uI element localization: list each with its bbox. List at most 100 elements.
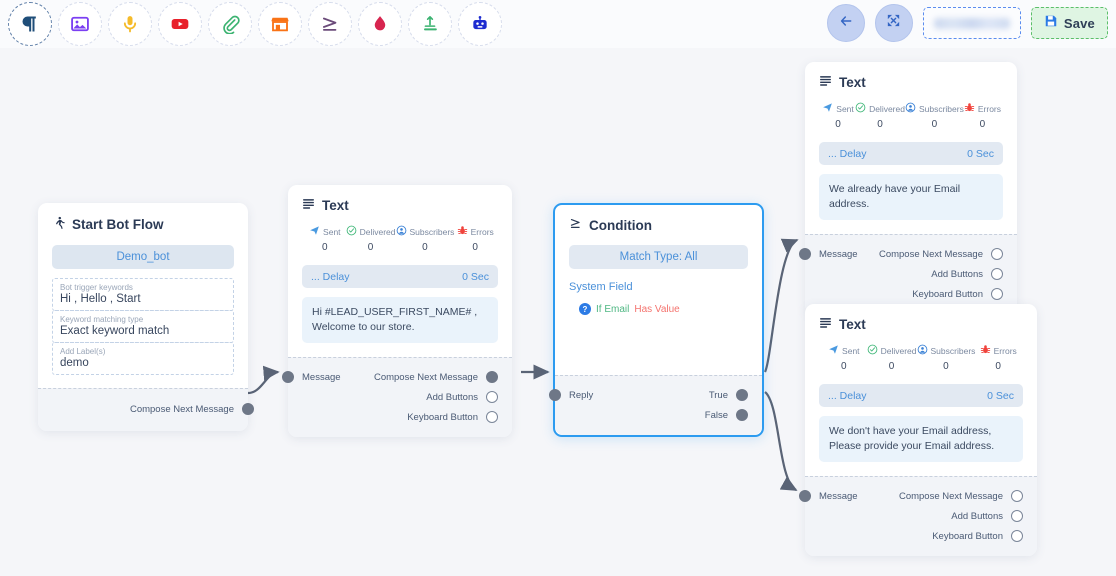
field-keyword-matching-type[interactable]: Keyword matching type Exact keyword matc… bbox=[52, 310, 234, 343]
condition-rule-row[interactable]: ? If Email Has Value bbox=[569, 303, 748, 315]
condition-node-body: Condition Match Type: All System Field ?… bbox=[555, 205, 762, 375]
check-circle-icon bbox=[867, 344, 878, 357]
tool-palette bbox=[8, 2, 502, 46]
stat-value: 0 bbox=[322, 242, 328, 253]
user-circle-icon bbox=[917, 344, 928, 357]
flow-canvas[interactable]: Start Bot Flow Demo_bot Bot trigger keyw… bbox=[0, 48, 1116, 576]
stat-label: Delivered bbox=[359, 226, 396, 237]
port-row-compose-next-message[interactable]: Compose Next Message bbox=[52, 399, 254, 419]
port-dot-keyboard-button[interactable] bbox=[1011, 530, 1023, 543]
tool-action[interactable] bbox=[408, 2, 452, 46]
text3-delay-row[interactable]: ... Delay 0 Sec bbox=[819, 384, 1023, 407]
port-dot-false[interactable] bbox=[736, 409, 748, 421]
field-add-labels[interactable]: Add Label(s) demo bbox=[52, 342, 234, 375]
port-dot-compose-next-message[interactable] bbox=[991, 248, 1003, 261]
in-port-dot-reply[interactable] bbox=[549, 389, 561, 401]
check-circle-icon bbox=[855, 102, 866, 115]
field-key: Keyword matching type bbox=[60, 315, 144, 324]
condition-spacer bbox=[569, 315, 748, 361]
node-text-welcome[interactable]: Text Sent 0 bbox=[282, 185, 512, 438]
match-type-pill[interactable]: Match Type: All bbox=[569, 245, 748, 269]
port-dot-add-buttons[interactable] bbox=[1011, 510, 1023, 523]
port-row-false[interactable]: False bbox=[569, 405, 748, 425]
tool-text[interactable] bbox=[8, 2, 52, 46]
port-label: Compose Next Message bbox=[878, 248, 983, 260]
port-row-compose-next-message[interactable]: Message Compose Next Message bbox=[799, 486, 1023, 506]
tool-video[interactable] bbox=[158, 2, 202, 46]
condition-node-title: Condition bbox=[589, 217, 652, 233]
text2-message-bubble[interactable]: We already have your Email address. bbox=[819, 174, 1003, 221]
port-row-compose-next-message[interactable]: Message Compose Next Message bbox=[282, 367, 498, 387]
port-row-add-buttons[interactable]: Add Buttons bbox=[819, 264, 1003, 284]
hand-list-icon bbox=[420, 14, 440, 34]
port-label: Add Buttons bbox=[931, 268, 983, 280]
tool-attachment[interactable] bbox=[208, 2, 252, 46]
stat-label: Sent bbox=[836, 103, 854, 114]
in-port-dot-message[interactable] bbox=[799, 490, 811, 503]
port-row-keyboard-button[interactable]: Keyboard Button bbox=[819, 526, 1023, 546]
tool-bot[interactable] bbox=[458, 2, 502, 46]
tool-droplet[interactable] bbox=[358, 2, 402, 46]
node-text-need-email[interactable]: Text Sent 0 bbox=[799, 304, 1037, 557]
text1-delay-row[interactable]: ... Delay 0 Sec bbox=[302, 265, 498, 288]
text3-node-title: Text bbox=[839, 316, 866, 332]
port-row-add-buttons[interactable]: Add Buttons bbox=[819, 506, 1023, 526]
condition-rule-suffix: Has Value bbox=[634, 303, 680, 315]
edge-start-to-text1 bbox=[247, 365, 280, 395]
text3-node-footer: Message Compose Next Message Add Buttons… bbox=[799, 476, 1037, 557]
tool-store[interactable] bbox=[258, 2, 302, 46]
port-row-keyboard-button[interactable]: Keyboard Button bbox=[819, 284, 1003, 304]
delay-label: ... Delay bbox=[828, 147, 867, 160]
port-dot-compose-next-message[interactable] bbox=[1011, 490, 1023, 503]
delay-label: ... Delay bbox=[828, 389, 867, 402]
field-bot-trigger-keywords[interactable]: Bot trigger keywords Hi , Hello , Start bbox=[52, 278, 234, 311]
port-dot-add-buttons[interactable] bbox=[991, 268, 1003, 281]
port-dot-keyboard-button[interactable] bbox=[991, 288, 1003, 301]
stat-label: Errors bbox=[993, 345, 1017, 356]
tool-audio[interactable] bbox=[108, 2, 152, 46]
port-row-add-buttons[interactable]: Add Buttons bbox=[302, 387, 498, 407]
tool-image[interactable] bbox=[58, 2, 102, 46]
port-dot-keyboard-button[interactable] bbox=[486, 411, 498, 424]
stat-subscribers: Subscribers 0 bbox=[917, 344, 975, 372]
in-port-label: Message bbox=[302, 371, 341, 383]
stat-sent: Sent 0 bbox=[821, 102, 855, 130]
store-icon bbox=[270, 14, 290, 34]
stat-sent: Sent 0 bbox=[821, 344, 867, 372]
expand-button[interactable] bbox=[874, 4, 913, 42]
stat-value: 0 bbox=[835, 119, 841, 130]
node-condition-email[interactable]: Condition Match Type: All System Field ?… bbox=[549, 203, 764, 437]
port-dot-true[interactable] bbox=[736, 389, 748, 401]
text-lines-icon bbox=[302, 197, 315, 213]
stat-label: Delivered bbox=[880, 345, 917, 356]
check-circle-icon bbox=[346, 225, 357, 238]
bot-name-pill[interactable]: Demo_bot bbox=[52, 245, 234, 269]
port-dot-compose-next-message[interactable] bbox=[242, 403, 254, 415]
text3-message-bubble[interactable]: We don't have your Email address, Please… bbox=[819, 416, 1023, 463]
back-button[interactable] bbox=[826, 4, 865, 42]
port-dot-add-buttons[interactable] bbox=[486, 391, 498, 404]
text1-message-bubble[interactable]: Hi #LEAD_USER_FIRST_NAME# , Welcome to o… bbox=[302, 297, 498, 344]
stat-label: Subscribers bbox=[918, 103, 964, 114]
save-button[interactable]: Save bbox=[1030, 7, 1108, 39]
stat-head: Sent bbox=[304, 225, 346, 238]
save-button-label: Save bbox=[1063, 15, 1095, 31]
stat-value: 0 bbox=[367, 242, 374, 253]
node-text-have-email[interactable]: Text Sent 0 bbox=[799, 62, 1017, 315]
stat-head: Delivered bbox=[867, 344, 917, 357]
text2-delay-row[interactable]: ... Delay 0 Sec bbox=[819, 142, 1003, 165]
port-label: False bbox=[704, 409, 728, 421]
port-dot-compose-next-message[interactable] bbox=[486, 371, 498, 384]
condition-icon bbox=[320, 14, 340, 34]
port-label: Add Buttons bbox=[951, 510, 1003, 522]
node-start-bot-flow[interactable]: Start Bot Flow Demo_bot Bot trigger keyw… bbox=[38, 203, 254, 431]
tool-condition[interactable] bbox=[308, 2, 352, 46]
port-row-true[interactable]: Reply True bbox=[549, 385, 748, 405]
port-row-keyboard-button[interactable]: Keyboard Button bbox=[302, 407, 498, 427]
flow-name-input[interactable] bbox=[922, 7, 1021, 39]
port-row-compose-next-message[interactable]: Message Compose Next Message bbox=[799, 244, 1003, 264]
in-port-dot-message[interactable] bbox=[799, 248, 811, 261]
send-icon bbox=[828, 344, 839, 357]
in-port-dot-message[interactable] bbox=[282, 371, 294, 384]
in-port-label: Reply bbox=[569, 389, 594, 401]
